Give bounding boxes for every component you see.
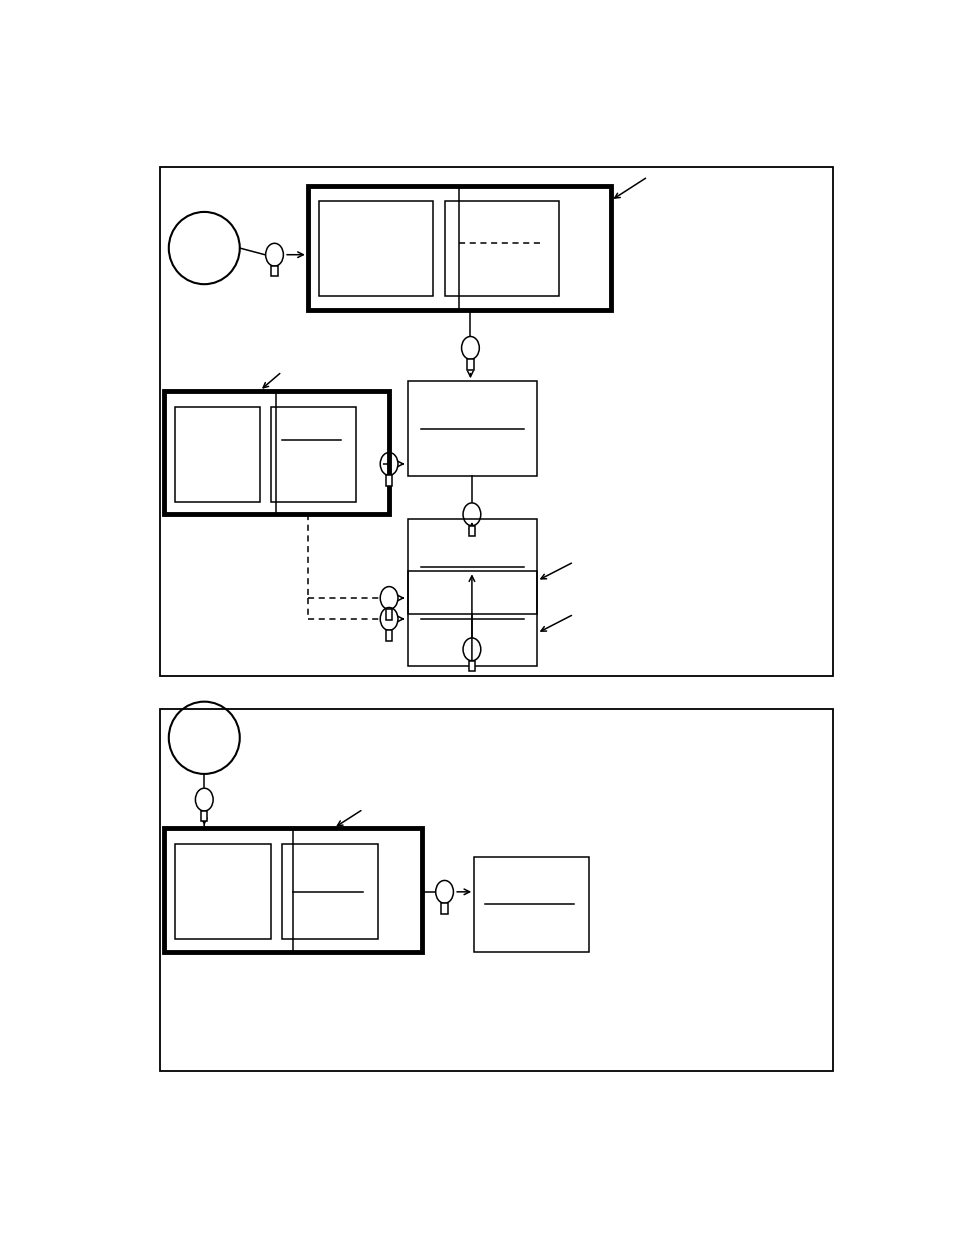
Bar [282, 845, 377, 940]
Bar [201, 811, 207, 821]
Bar [160, 709, 832, 1071]
Bar [467, 359, 473, 369]
Bar [474, 857, 588, 952]
Bar [174, 406, 259, 501]
Bar [160, 167, 832, 676]
Bar [318, 200, 433, 295]
Bar [386, 475, 392, 485]
Bar [468, 661, 475, 671]
Bar [407, 519, 537, 614]
Bar [441, 903, 447, 914]
Bar [407, 572, 537, 667]
Bar [468, 526, 475, 536]
Bar [164, 390, 389, 514]
Bar [407, 382, 537, 477]
Bar [444, 200, 558, 295]
Bar [386, 630, 392, 641]
Bar [386, 609, 392, 620]
Bar [174, 845, 271, 940]
Bar [308, 186, 610, 310]
Bar [271, 266, 277, 277]
Bar [164, 829, 422, 952]
Bar [271, 406, 355, 501]
